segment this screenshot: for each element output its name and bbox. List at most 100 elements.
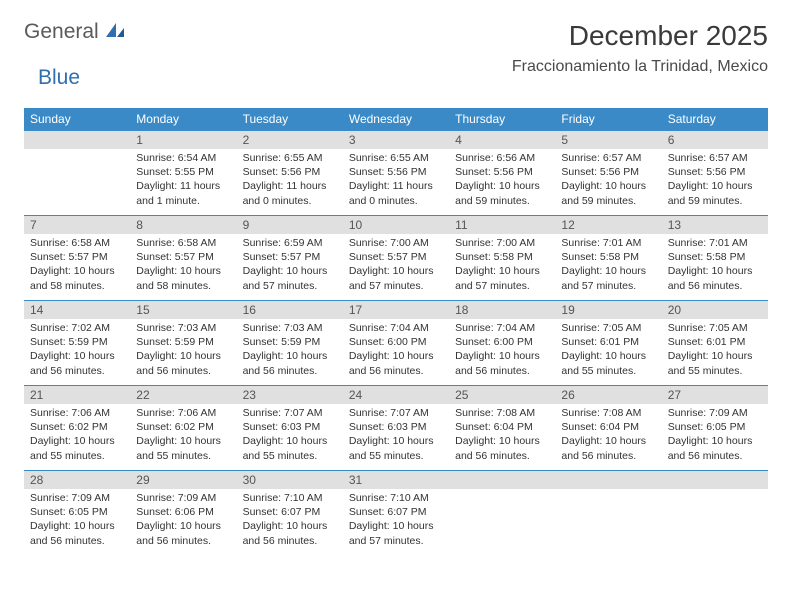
day-number: 17 [343,301,449,319]
sunset-text: Sunset: 5:57 PM [349,250,443,264]
day-details: Sunrise: 6:58 AMSunset: 5:57 PMDaylight:… [24,234,130,297]
sunrise-text: Sunrise: 7:02 AM [30,321,124,335]
daylight-text: Daylight: 10 hours and 57 minutes. [349,264,443,292]
sunrise-text: Sunrise: 6:55 AM [349,151,443,165]
daylight-text: Daylight: 10 hours and 59 minutes. [561,179,655,207]
day-number: 12 [555,216,661,234]
weekday-header: Tuesday [237,108,343,131]
day-details: Sunrise: 7:00 AMSunset: 5:58 PMDaylight:… [449,234,555,297]
calendar-cell: 7Sunrise: 6:58 AMSunset: 5:57 PMDaylight… [24,216,130,301]
day-number: 3 [343,131,449,149]
daylight-text: Daylight: 10 hours and 56 minutes. [455,349,549,377]
day-details: Sunrise: 7:06 AMSunset: 6:02 PMDaylight:… [24,404,130,467]
daylight-text: Daylight: 10 hours and 59 minutes. [455,179,549,207]
calendar-cell: 12Sunrise: 7:01 AMSunset: 5:58 PMDayligh… [555,216,661,301]
daylight-text: Daylight: 10 hours and 56 minutes. [668,264,762,292]
sunrise-text: Sunrise: 7:04 AM [455,321,549,335]
sunset-text: Sunset: 6:07 PM [349,505,443,519]
sunrise-text: Sunrise: 7:10 AM [243,491,337,505]
calendar-cell: 16Sunrise: 7:03 AMSunset: 5:59 PMDayligh… [237,301,343,386]
daylight-text: Daylight: 10 hours and 55 minutes. [349,434,443,462]
daylight-text: Daylight: 10 hours and 56 minutes. [243,349,337,377]
day-details: Sunrise: 7:00 AMSunset: 5:57 PMDaylight:… [343,234,449,297]
calendar-cell: 31Sunrise: 7:10 AMSunset: 6:07 PMDayligh… [343,471,449,556]
day-details: Sunrise: 7:04 AMSunset: 6:00 PMDaylight:… [449,319,555,382]
day-number-empty [24,131,130,149]
calendar-page: General December 2025 Fraccionamiento la… [0,0,792,576]
daylight-text: Daylight: 10 hours and 55 minutes. [136,434,230,462]
logo-text-general: General [24,20,99,44]
sunset-text: Sunset: 6:07 PM [243,505,337,519]
daylight-text: Daylight: 10 hours and 59 minutes. [668,179,762,207]
sunset-text: Sunset: 6:02 PM [136,420,230,434]
day-number: 16 [237,301,343,319]
calendar-week-row: 7Sunrise: 6:58 AMSunset: 5:57 PMDaylight… [24,216,768,301]
sunset-text: Sunset: 6:05 PM [30,505,124,519]
day-details: Sunrise: 7:01 AMSunset: 5:58 PMDaylight:… [662,234,768,297]
day-details: Sunrise: 7:06 AMSunset: 6:02 PMDaylight:… [130,404,236,467]
sunrise-text: Sunrise: 7:01 AM [561,236,655,250]
day-details: Sunrise: 6:57 AMSunset: 5:56 PMDaylight:… [662,149,768,212]
day-details: Sunrise: 6:58 AMSunset: 5:57 PMDaylight:… [130,234,236,297]
day-details: Sunrise: 7:01 AMSunset: 5:58 PMDaylight:… [555,234,661,297]
day-details: Sunrise: 7:07 AMSunset: 6:03 PMDaylight:… [343,404,449,467]
day-details: Sunrise: 7:03 AMSunset: 5:59 PMDaylight:… [237,319,343,382]
sunrise-text: Sunrise: 7:09 AM [136,491,230,505]
calendar-cell: 24Sunrise: 7:07 AMSunset: 6:03 PMDayligh… [343,386,449,471]
weekday-header: Wednesday [343,108,449,131]
day-details: Sunrise: 6:55 AMSunset: 5:56 PMDaylight:… [237,149,343,212]
sunset-text: Sunset: 5:57 PM [136,250,230,264]
weekday-header-row: Sunday Monday Tuesday Wednesday Thursday… [24,108,768,131]
calendar-cell: 9Sunrise: 6:59 AMSunset: 5:57 PMDaylight… [237,216,343,301]
daylight-text: Daylight: 10 hours and 56 minutes. [136,349,230,377]
calendar-cell: 25Sunrise: 7:08 AMSunset: 6:04 PMDayligh… [449,386,555,471]
calendar-cell: 2Sunrise: 6:55 AMSunset: 5:56 PMDaylight… [237,131,343,216]
sunrise-text: Sunrise: 7:03 AM [243,321,337,335]
day-details: Sunrise: 7:02 AMSunset: 5:59 PMDaylight:… [24,319,130,382]
daylight-text: Daylight: 10 hours and 56 minutes. [455,434,549,462]
day-details: Sunrise: 7:08 AMSunset: 6:04 PMDaylight:… [449,404,555,467]
day-details: Sunrise: 7:10 AMSunset: 6:07 PMDaylight:… [343,489,449,552]
sunset-text: Sunset: 5:56 PM [455,165,549,179]
calendar-cell: 19Sunrise: 7:05 AMSunset: 6:01 PMDayligh… [555,301,661,386]
sunset-text: Sunset: 6:06 PM [136,505,230,519]
daylight-text: Daylight: 10 hours and 57 minutes. [243,264,337,292]
sunrise-text: Sunrise: 7:08 AM [561,406,655,420]
daylight-text: Daylight: 10 hours and 55 minutes. [243,434,337,462]
daylight-text: Daylight: 10 hours and 56 minutes. [243,519,337,547]
calendar-cell: 4Sunrise: 6:56 AMSunset: 5:56 PMDaylight… [449,131,555,216]
sunset-text: Sunset: 5:56 PM [668,165,762,179]
day-details: Sunrise: 7:04 AMSunset: 6:00 PMDaylight:… [343,319,449,382]
day-number: 28 [24,471,130,489]
day-number: 24 [343,386,449,404]
day-number: 10 [343,216,449,234]
calendar-cell: 11Sunrise: 7:00 AMSunset: 5:58 PMDayligh… [449,216,555,301]
calendar-cell: 5Sunrise: 6:57 AMSunset: 5:56 PMDaylight… [555,131,661,216]
daylight-text: Daylight: 10 hours and 57 minutes. [455,264,549,292]
calendar-cell: 17Sunrise: 7:04 AMSunset: 6:00 PMDayligh… [343,301,449,386]
day-number: 18 [449,301,555,319]
day-details: Sunrise: 6:59 AMSunset: 5:57 PMDaylight:… [237,234,343,297]
calendar-cell [449,471,555,556]
sunset-text: Sunset: 5:56 PM [349,165,443,179]
day-number: 19 [555,301,661,319]
calendar-cell: 23Sunrise: 7:07 AMSunset: 6:03 PMDayligh… [237,386,343,471]
sunset-text: Sunset: 6:03 PM [243,420,337,434]
weekday-header: Thursday [449,108,555,131]
day-details: Sunrise: 7:09 AMSunset: 6:05 PMDaylight:… [24,489,130,552]
day-number: 7 [24,216,130,234]
day-number: 14 [24,301,130,319]
daylight-text: Daylight: 11 hours and 0 minutes. [349,179,443,207]
calendar-week-row: 21Sunrise: 7:06 AMSunset: 6:02 PMDayligh… [24,386,768,471]
sunset-text: Sunset: 5:58 PM [561,250,655,264]
sunset-text: Sunset: 6:04 PM [561,420,655,434]
calendar-cell [24,131,130,216]
calendar-cell [662,471,768,556]
sunset-text: Sunset: 6:03 PM [349,420,443,434]
sunrise-text: Sunrise: 7:07 AM [243,406,337,420]
day-number-empty [662,471,768,489]
calendar-cell: 15Sunrise: 7:03 AMSunset: 5:59 PMDayligh… [130,301,236,386]
day-number: 21 [24,386,130,404]
sunrise-text: Sunrise: 7:00 AM [349,236,443,250]
sunset-text: Sunset: 5:59 PM [243,335,337,349]
